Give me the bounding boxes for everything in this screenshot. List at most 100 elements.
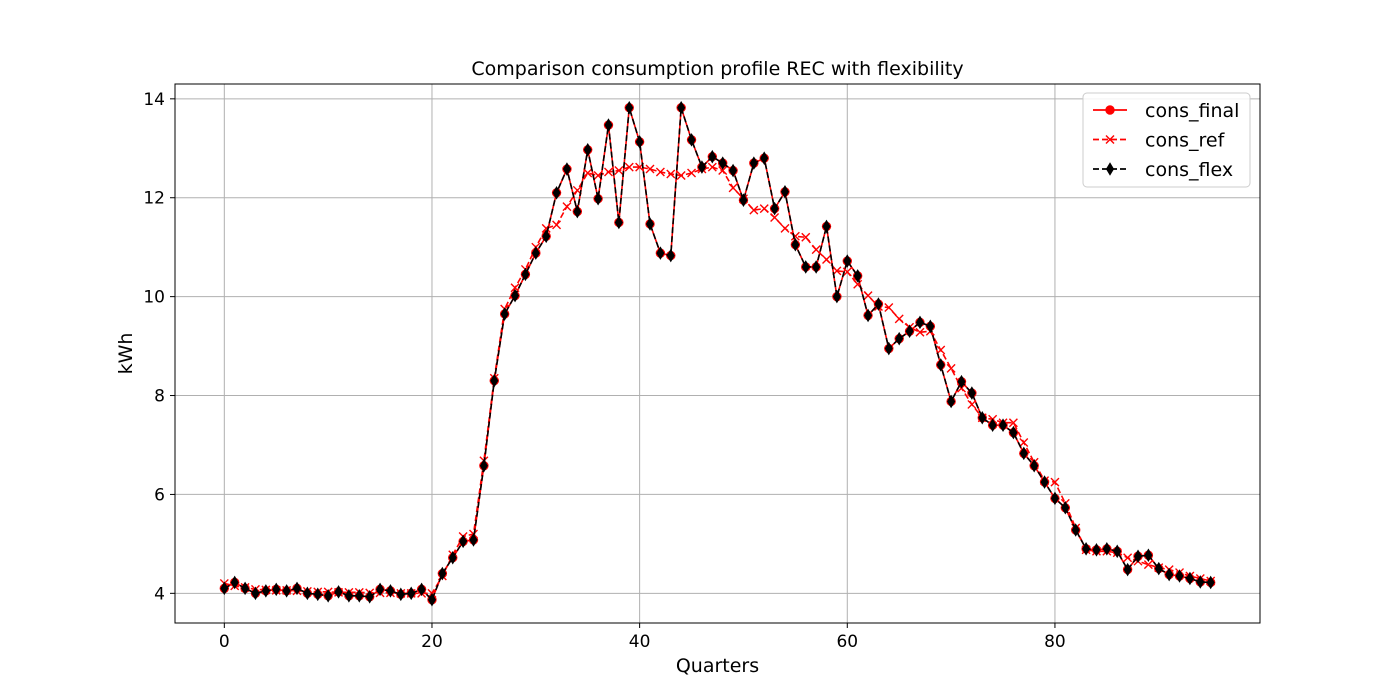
y-tick-label: 6 bbox=[154, 485, 165, 505]
marker-stroke bbox=[770, 213, 780, 223]
data-point-cons-flex bbox=[1133, 549, 1143, 564]
marker-stroke bbox=[562, 202, 572, 212]
legend-item-cons-flex: cons_flex bbox=[1093, 159, 1233, 181]
data-point-cons-flex bbox=[230, 575, 239, 590]
data-point-cons-ref bbox=[676, 170, 686, 180]
marker-stroke bbox=[1143, 560, 1153, 570]
data-point-cons-flex bbox=[822, 219, 831, 234]
x-tick-label: 0 bbox=[219, 632, 230, 652]
marker-stroke bbox=[676, 170, 686, 180]
data-point-cons-flex bbox=[791, 237, 800, 252]
marker-stroke bbox=[583, 168, 593, 178]
data-point-cons-flex bbox=[1196, 575, 1205, 589]
data-point-cons-flex bbox=[780, 185, 790, 199]
marker-stroke bbox=[884, 303, 894, 313]
data-point-cons-flex bbox=[386, 584, 395, 598]
data-point-cons-flex bbox=[801, 260, 810, 274]
data-point-cons-ref bbox=[624, 162, 634, 172]
marker-stroke bbox=[1019, 438, 1029, 448]
marker-stroke bbox=[552, 220, 562, 230]
legend-marker bbox=[1105, 105, 1115, 115]
legend-label: cons_flex bbox=[1145, 159, 1233, 181]
marker-stroke bbox=[842, 267, 852, 277]
data-point-cons-flex bbox=[594, 191, 603, 206]
data-point-cons-ref bbox=[718, 166, 728, 176]
data-point-cons-ref bbox=[967, 399, 977, 409]
data-point-cons-flex bbox=[500, 307, 509, 321]
data-point-cons-ref bbox=[1019, 438, 1029, 448]
data-point-cons-ref bbox=[1123, 553, 1133, 563]
y-tick-label: 8 bbox=[154, 387, 165, 407]
data-point-cons-flex bbox=[1092, 543, 1101, 557]
data-point-cons-ref bbox=[822, 255, 832, 265]
data-point-cons-flex bbox=[749, 156, 758, 170]
data-point-cons-ref bbox=[811, 245, 821, 255]
data-point-cons-ref bbox=[780, 223, 790, 233]
data-point-cons-flex bbox=[1206, 575, 1215, 590]
legend-label: cons_ref bbox=[1145, 130, 1226, 152]
data-point-cons-flex bbox=[251, 586, 260, 601]
data-point-cons-ref bbox=[915, 327, 925, 337]
marker-stroke bbox=[822, 255, 832, 265]
data-point-cons-ref bbox=[1050, 477, 1060, 487]
data-point-cons-flex bbox=[666, 248, 675, 263]
marker-stroke bbox=[811, 245, 821, 255]
data-point-cons-flex bbox=[292, 581, 302, 596]
legend-label: cons_final bbox=[1145, 100, 1239, 122]
x-tick-label: 20 bbox=[421, 632, 443, 652]
legend: cons_final cons_ref cons_flex bbox=[1082, 92, 1251, 188]
data-point-cons-flex bbox=[604, 118, 613, 132]
legend-item-cons-ref: cons_ref bbox=[1093, 130, 1226, 152]
marker-stroke bbox=[967, 399, 977, 409]
data-point-cons-flex bbox=[760, 151, 769, 165]
marker-stroke bbox=[614, 166, 624, 176]
data-point-cons-flex bbox=[697, 160, 706, 174]
data-point-cons-flex bbox=[1050, 491, 1060, 506]
data-point-cons-flex bbox=[313, 587, 322, 602]
marker-stroke bbox=[863, 291, 873, 301]
marker-stroke bbox=[780, 223, 790, 233]
data-point-cons-flex bbox=[1175, 569, 1184, 583]
data-point-cons-flex bbox=[625, 100, 634, 115]
marker-stroke bbox=[655, 167, 665, 177]
data-point-cons-flex bbox=[1102, 542, 1111, 556]
marker-stroke bbox=[687, 168, 697, 178]
data-point-cons-ref bbox=[510, 283, 520, 293]
data-point-cons-ref bbox=[946, 363, 956, 373]
data-point-cons-flex bbox=[1144, 548, 1153, 563]
plot-frame bbox=[174, 83, 1261, 624]
data-point-cons-flex bbox=[967, 386, 976, 400]
data-point-cons-flex bbox=[303, 586, 312, 601]
data-point-cons-flex bbox=[220, 581, 229, 596]
marker-stroke bbox=[801, 232, 811, 242]
marker-stroke bbox=[1123, 553, 1133, 563]
data-point-cons-flex bbox=[490, 373, 499, 388]
data-point-cons-flex bbox=[988, 418, 997, 432]
data-point-cons-flex bbox=[417, 582, 426, 597]
data-point-cons-flex bbox=[926, 319, 935, 334]
data-point-cons-flex bbox=[469, 533, 478, 547]
data-point-cons-flex bbox=[324, 589, 333, 603]
data-point-cons-ref bbox=[863, 291, 873, 301]
axis-ticks: 0 20 40 60 80 4 6 8 10 12 14 bbox=[143, 90, 1065, 652]
marker-stroke bbox=[541, 223, 551, 233]
data-point-cons-flex bbox=[282, 584, 291, 598]
y-axis-label: kWh bbox=[115, 333, 137, 375]
data-point-cons-flex bbox=[936, 358, 945, 372]
data-point-cons-flex bbox=[438, 566, 447, 581]
data-point-cons-flex bbox=[1030, 458, 1039, 473]
y-tick-label: 4 bbox=[154, 584, 165, 604]
series-layer bbox=[219, 100, 1216, 607]
data-point-cons-ref bbox=[801, 232, 811, 242]
data-point-cons-flex bbox=[344, 589, 353, 603]
data-point-cons-flex bbox=[812, 260, 821, 274]
data-point-cons-ref bbox=[687, 168, 697, 178]
data-point-cons-flex bbox=[261, 584, 270, 598]
marker-stroke bbox=[946, 363, 956, 373]
data-point-cons-flex bbox=[884, 341, 893, 356]
data-point-cons-ref bbox=[541, 223, 551, 233]
marker-stroke bbox=[645, 164, 655, 174]
marker-stroke bbox=[624, 162, 634, 172]
data-point-cons-flex bbox=[531, 246, 540, 260]
